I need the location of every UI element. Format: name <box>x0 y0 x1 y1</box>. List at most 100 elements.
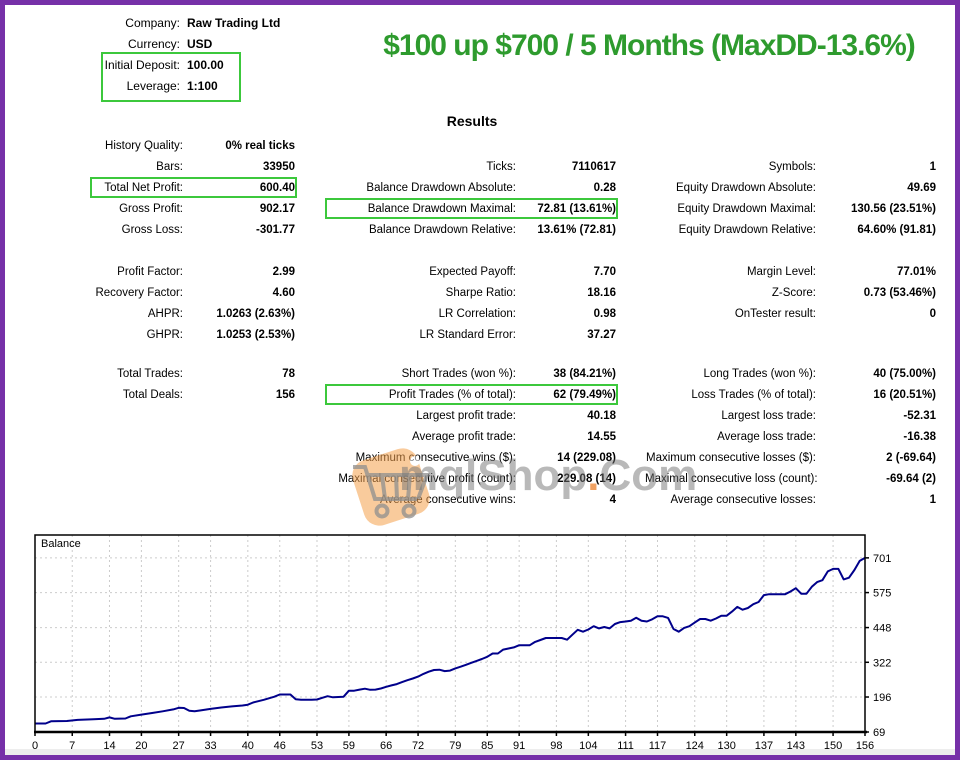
stat-row: Ticks: 7110617 <box>325 156 618 177</box>
leverage-value: 1:100 <box>187 79 218 93</box>
stat-label: Short Trades (won %): <box>401 367 516 380</box>
plot-border <box>34 534 866 733</box>
stat-row: Largest profit trade: 40.18 <box>325 405 618 426</box>
stat-row: History Quality: 0% real ticks <box>90 135 297 156</box>
y-axis-label: 575 <box>873 588 891 600</box>
stat-label: Z-Score: <box>771 286 816 299</box>
stat-value: 38 (84.21%) <box>553 367 616 380</box>
stat-value: 0.73 (53.46%) <box>863 286 936 299</box>
stat-row: Profit Factor: 2.99 <box>90 261 297 282</box>
stat-value: 7110617 <box>571 160 616 173</box>
stat-value: 37.27 <box>587 328 616 341</box>
stat-label: Margin Level: <box>746 265 816 278</box>
stat-value: 16 (20.51%) <box>873 388 936 401</box>
stat-value: 156 <box>275 388 295 401</box>
stat-row: GHPR: 1.0253 (2.53%) <box>90 324 297 345</box>
stat-row: Z-Score: 0.73 (53.46%) <box>643 282 938 303</box>
stat-value: 4.60 <box>272 286 295 299</box>
initial-deposit-label: Initial Deposit: <box>104 58 180 72</box>
stat-value: 130.56 (23.51%) <box>850 202 936 215</box>
stat-value: 1 <box>929 493 936 506</box>
company-row: Company: Raw Trading Ltd <box>5 13 335 34</box>
company-value: Raw Trading Ltd <box>187 16 281 30</box>
stat-value: -16.38 <box>903 430 936 443</box>
stat-row: Gross Loss: -301.77 <box>90 219 297 240</box>
stat-row: Balance Drawdown Relative: 13.61% (72.81) <box>325 219 618 240</box>
stat-spacer <box>643 240 938 261</box>
stat-row: Maximum consecutive losses ($): 2 (-69.64… <box>643 447 938 468</box>
stats-column-right: Symbols: 1 Equity Drawdown Absolute: 49.69 E… <box>643 135 938 510</box>
stat-value: 18.16 <box>587 286 616 299</box>
stat-value: -52.31 <box>903 409 936 422</box>
stat-label: Average loss trade: <box>717 430 816 443</box>
stat-row: Equity Drawdown Maximal: 130.56 (23.51%) <box>643 198 938 219</box>
stat-label: Largest loss trade: <box>721 409 816 422</box>
balance-line <box>35 557 866 725</box>
stat-label: Average profit trade: <box>412 430 516 443</box>
stat-label: GHPR: <box>146 328 183 341</box>
y-axis-label: 69 <box>873 727 885 739</box>
stat-label: History Quality: <box>105 139 183 152</box>
stat-label: Total Net Profit: <box>104 181 183 194</box>
stat-label: Balance Drawdown Relative: <box>368 223 516 236</box>
stats-column-left: History Quality: 0% real ticks Bars: 33950 T… <box>90 135 297 405</box>
stat-label: Expected Payoff: <box>429 265 516 278</box>
stat-label: Maximum consecutive wins ($): <box>355 451 516 464</box>
balance-chart: 0 7 14 20 27 33 40 46 53 59 66 72 79 85 91 98 104 111 117 1… <box>5 525 960 761</box>
stat-row: Balance Drawdown Absolute: 0.28 <box>325 177 618 198</box>
chart-series-label: Balance <box>41 538 81 550</box>
stat-row: Maximum consecutive wins ($): 14 (229.08) <box>325 447 618 468</box>
stat-value: 0% real ticks <box>225 139 295 152</box>
stat-label: Ticks: <box>486 160 516 173</box>
stat-spacer <box>643 345 938 363</box>
stat-label: Maximum consecutive losses ($): <box>646 451 816 464</box>
stat-spacer <box>325 345 618 363</box>
stat-value: 14.55 <box>587 430 616 443</box>
stat-value: 62 (79.49%) <box>553 388 616 401</box>
stat-value: 49.69 <box>907 181 936 194</box>
stat-value: 77.01% <box>896 265 936 278</box>
stat-label: Profit Factor: <box>117 265 183 278</box>
initial-deposit-value: 100.00 <box>187 58 224 72</box>
stat-label: Balance Drawdown Maximal: <box>367 202 516 215</box>
stat-row: Total Deals: 156 <box>90 384 297 405</box>
stat-label: Bars: <box>156 160 183 173</box>
stat-spacer <box>325 240 618 261</box>
stat-label: LR Correlation: <box>438 307 516 320</box>
stat-value: 40 (75.00%) <box>873 367 936 380</box>
stat-value: 33950 <box>263 160 295 173</box>
stat-label: Maximal consecutive profit (count): <box>338 472 516 485</box>
stat-label: Balance Drawdown Absolute: <box>366 181 516 194</box>
stat-row: Equity Drawdown Absolute: 49.69 <box>643 177 938 198</box>
stat-label: Recovery Factor: <box>95 286 183 299</box>
stat-label: Maximal consecutive loss (count): <box>645 472 818 485</box>
initial-deposit-row: Initial Deposit: 100.00 <box>5 55 335 76</box>
stat-value: 0.98 <box>593 307 616 320</box>
page-title: $100 up $700 / 5 Months (MaxDD-13.6%) <box>383 29 916 62</box>
currency-row: Currency: USD <box>5 34 335 55</box>
stat-row: Maximal consecutive profit (count): 229.0… <box>325 468 618 489</box>
x-axis-label: 7 <box>69 740 75 752</box>
stat-value: 64.60% (91.81) <box>857 223 936 236</box>
stat-label: AHPR: <box>147 307 183 320</box>
stat-value: 2.99 <box>272 265 295 278</box>
stat-row <box>325 135 618 156</box>
stat-row: Sharpe Ratio: 18.16 <box>325 282 618 303</box>
y-axis-label: 701 <box>873 553 891 565</box>
stat-label: Average consecutive losses: <box>670 493 816 506</box>
bottom-strip <box>5 749 955 755</box>
report-header: Company: Raw Trading Ltd Currency: USD I… <box>5 13 335 102</box>
stat-row-highlighted: Balance Drawdown Maximal: 72.81 (13.61%) <box>325 198 618 219</box>
stat-value: 7.70 <box>593 265 616 278</box>
stat-label: Profit Trades (% of total): <box>388 388 516 401</box>
stat-value: 72.81 (13.61%) <box>537 202 616 215</box>
stat-label: Average consecutive wins: <box>380 493 516 506</box>
stat-row: LR Correlation: 0.98 <box>325 303 618 324</box>
company-label: Company: <box>125 16 180 30</box>
stat-spacer <box>90 345 297 363</box>
stat-label: Equity Drawdown Maximal: <box>677 202 816 215</box>
stat-row: Total Trades: 78 <box>90 363 297 384</box>
stat-label: Gross Loss: <box>121 223 183 236</box>
y-axis-label: 196 <box>873 692 891 704</box>
